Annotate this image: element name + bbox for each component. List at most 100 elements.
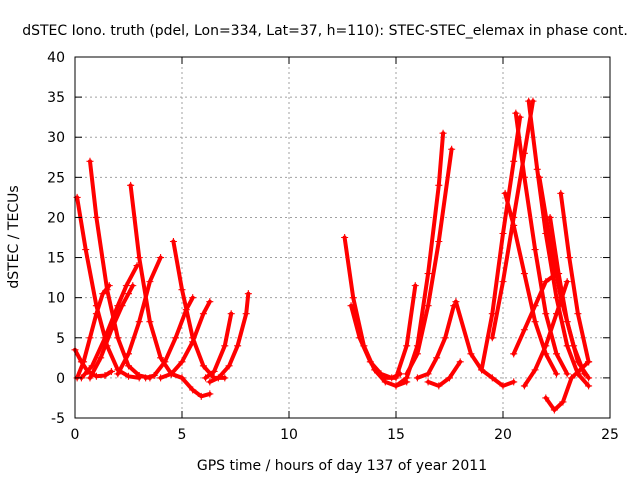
series-32 xyxy=(557,189,593,366)
data-point xyxy=(542,278,550,286)
data-point xyxy=(488,334,496,342)
data-point xyxy=(533,165,541,173)
data-point xyxy=(135,371,143,379)
data-point xyxy=(520,326,528,334)
data-point xyxy=(157,374,165,382)
data-point xyxy=(150,371,158,379)
data-point xyxy=(202,374,210,382)
series-12 xyxy=(167,370,214,400)
data-point xyxy=(413,350,421,358)
data-point xyxy=(585,382,593,390)
data-point xyxy=(347,302,355,310)
data-point xyxy=(531,302,539,310)
data-point xyxy=(189,338,197,346)
x-tick-label: 20 xyxy=(494,427,512,443)
data-point xyxy=(221,374,229,382)
series-line xyxy=(394,131,446,388)
data-point xyxy=(125,350,132,358)
data-point xyxy=(82,246,90,254)
data-point xyxy=(377,370,385,378)
data-point xyxy=(542,394,550,402)
data-point xyxy=(157,354,165,362)
data-point xyxy=(520,173,528,181)
data-point xyxy=(189,386,197,394)
data-point xyxy=(189,294,197,302)
data-point xyxy=(435,181,443,189)
data-point xyxy=(142,374,150,382)
series-8 xyxy=(114,254,165,378)
data-point xyxy=(80,358,88,366)
data-point xyxy=(424,378,432,386)
data-point xyxy=(563,342,571,350)
data-point xyxy=(574,310,582,318)
data-point xyxy=(92,310,100,318)
series-14 xyxy=(206,290,252,386)
data-point xyxy=(225,362,233,370)
data-layer xyxy=(71,97,593,414)
data-point xyxy=(525,97,533,105)
data-point xyxy=(214,374,222,382)
data-point xyxy=(439,129,447,137)
data-point xyxy=(125,362,132,370)
data-point xyxy=(441,334,449,342)
data-point xyxy=(135,318,143,326)
data-point xyxy=(125,290,132,298)
data-point xyxy=(585,358,593,366)
data-point xyxy=(501,189,509,197)
data-point xyxy=(206,378,214,386)
series-24 xyxy=(488,97,537,342)
data-point xyxy=(499,278,507,286)
data-point xyxy=(349,294,357,302)
series-line xyxy=(383,283,418,380)
data-point xyxy=(199,310,207,318)
data-point xyxy=(542,342,550,350)
data-point xyxy=(105,282,113,290)
y-tick-label: 0 xyxy=(56,371,65,387)
data-point xyxy=(97,354,105,362)
data-point xyxy=(567,374,575,382)
data-point xyxy=(499,229,507,237)
data-point xyxy=(99,290,107,298)
series-line xyxy=(203,311,234,380)
series-line xyxy=(88,283,135,380)
data-point xyxy=(424,302,432,310)
series-line xyxy=(503,191,559,376)
data-point xyxy=(172,334,180,342)
series-25 xyxy=(501,189,560,378)
data-point xyxy=(86,374,94,382)
data-point xyxy=(146,278,154,286)
data-point xyxy=(446,374,453,382)
series-22 xyxy=(452,298,518,390)
data-point xyxy=(107,367,115,375)
data-point xyxy=(510,350,518,358)
data-point xyxy=(161,358,169,366)
data-point xyxy=(448,145,456,153)
data-point xyxy=(242,310,250,318)
data-point xyxy=(413,374,421,382)
series-4 xyxy=(73,282,113,382)
series-20 xyxy=(413,302,458,382)
data-point xyxy=(452,298,460,306)
data-point xyxy=(86,157,94,165)
data-point xyxy=(546,213,554,221)
data-point xyxy=(392,382,400,390)
data-point xyxy=(574,358,582,366)
data-point xyxy=(403,370,411,378)
data-point xyxy=(101,371,109,379)
series-19 xyxy=(403,145,456,378)
data-point xyxy=(356,334,364,342)
y-tick-label: 20 xyxy=(47,210,65,226)
plot-frame xyxy=(74,56,611,419)
series-line xyxy=(426,359,463,388)
y-tick-label: -5 xyxy=(51,411,65,427)
data-point xyxy=(563,318,571,326)
data-point xyxy=(206,298,214,306)
data-point xyxy=(178,374,186,382)
data-point xyxy=(199,362,207,370)
data-point xyxy=(157,254,165,262)
y-tick-label: 15 xyxy=(47,251,65,267)
data-point xyxy=(553,270,560,278)
data-point xyxy=(510,157,518,165)
